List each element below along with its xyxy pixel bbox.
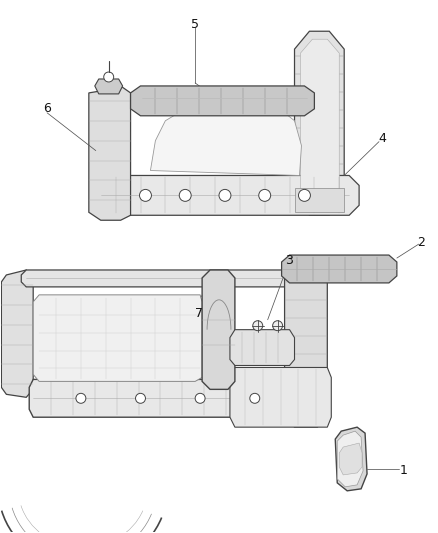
Circle shape	[253, 321, 263, 330]
Polygon shape	[230, 330, 294, 366]
Circle shape	[273, 321, 283, 330]
Polygon shape	[337, 431, 363, 487]
Polygon shape	[202, 270, 235, 389]
Polygon shape	[294, 31, 344, 215]
Circle shape	[219, 189, 231, 201]
Circle shape	[259, 189, 271, 201]
Polygon shape	[131, 86, 314, 116]
Polygon shape	[21, 270, 300, 287]
Polygon shape	[95, 79, 123, 94]
Polygon shape	[230, 367, 331, 427]
Polygon shape	[294, 188, 344, 212]
Circle shape	[76, 393, 86, 403]
Polygon shape	[33, 295, 202, 382]
Circle shape	[140, 189, 152, 201]
Polygon shape	[150, 109, 301, 175]
Text: 7: 7	[195, 307, 203, 320]
Text: 4: 4	[378, 132, 386, 145]
Polygon shape	[300, 39, 339, 208]
Text: 1: 1	[400, 464, 408, 478]
Circle shape	[179, 189, 191, 201]
Circle shape	[298, 189, 311, 201]
Polygon shape	[285, 268, 327, 427]
Text: 3: 3	[285, 254, 293, 266]
Text: 6: 6	[43, 102, 51, 115]
Polygon shape	[91, 175, 359, 215]
Polygon shape	[29, 379, 300, 417]
Circle shape	[195, 393, 205, 403]
Polygon shape	[339, 443, 362, 475]
Polygon shape	[282, 255, 397, 283]
Polygon shape	[1, 270, 33, 397]
Circle shape	[135, 393, 145, 403]
Polygon shape	[89, 86, 131, 220]
Circle shape	[104, 72, 114, 82]
Text: 5: 5	[191, 18, 199, 31]
Polygon shape	[335, 427, 367, 491]
Circle shape	[250, 393, 260, 403]
Text: 2: 2	[417, 236, 425, 248]
